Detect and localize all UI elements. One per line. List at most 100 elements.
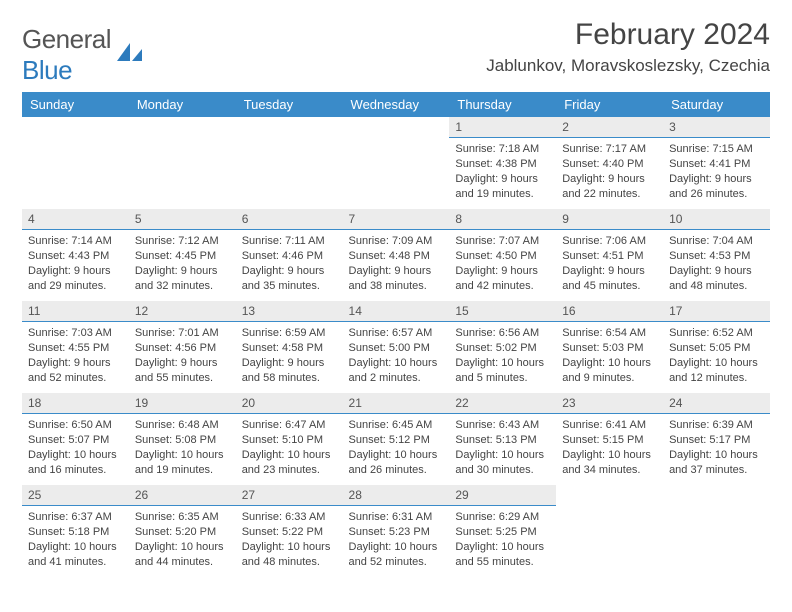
sunset-text: Sunset: 5:15 PM: [562, 433, 657, 448]
calendar-cell: 28Sunrise: 6:31 AMSunset: 5:23 PMDayligh…: [343, 485, 450, 577]
day-number: 19: [129, 393, 236, 414]
day-number: 14: [343, 301, 450, 322]
day-number: 1: [449, 117, 556, 138]
day-number: 10: [663, 209, 770, 230]
daylight-text: Daylight: 9 hours and 58 minutes.: [242, 356, 337, 386]
sunrise-text: Sunrise: 7:18 AM: [455, 142, 550, 157]
page-title: February 2024: [486, 18, 770, 52]
day-number: 18: [22, 393, 129, 414]
daylight-text: Daylight: 10 hours and 55 minutes.: [455, 540, 550, 570]
daylight-text: Daylight: 10 hours and 52 minutes.: [349, 540, 444, 570]
sunset-text: Sunset: 4:55 PM: [28, 341, 123, 356]
daylight-text: Daylight: 9 hours and 32 minutes.: [135, 264, 230, 294]
calendar-cell: 17Sunrise: 6:52 AMSunset: 5:05 PMDayligh…: [663, 301, 770, 393]
daylight-text: Daylight: 9 hours and 42 minutes.: [455, 264, 550, 294]
calendar-table: SundayMondayTuesdayWednesdayThursdayFrid…: [22, 92, 770, 577]
sunset-text: Sunset: 5:12 PM: [349, 433, 444, 448]
calendar-cell: 16Sunrise: 6:54 AMSunset: 5:03 PMDayligh…: [556, 301, 663, 393]
calendar-cell: 9Sunrise: 7:06 AMSunset: 4:51 PMDaylight…: [556, 209, 663, 301]
day-body: Sunrise: 7:06 AMSunset: 4:51 PMDaylight:…: [556, 230, 663, 295]
sunrise-text: Sunrise: 6:47 AM: [242, 418, 337, 433]
day-number: 25: [22, 485, 129, 506]
day-header: Saturday: [663, 92, 770, 117]
sunset-text: Sunset: 4:40 PM: [562, 157, 657, 172]
day-number: 8: [449, 209, 556, 230]
day-body: Sunrise: 6:31 AMSunset: 5:23 PMDaylight:…: [343, 506, 450, 571]
day-body: Sunrise: 7:07 AMSunset: 4:50 PMDaylight:…: [449, 230, 556, 295]
sunrise-text: Sunrise: 6:45 AM: [349, 418, 444, 433]
daylight-text: Daylight: 10 hours and 41 minutes.: [28, 540, 123, 570]
table-row: 11Sunrise: 7:03 AMSunset: 4:55 PMDayligh…: [22, 301, 770, 393]
daylight-text: Daylight: 9 hours and 35 minutes.: [242, 264, 337, 294]
calendar-head: SundayMondayTuesdayWednesdayThursdayFrid…: [22, 92, 770, 117]
day-number: 13: [236, 301, 343, 322]
daylight-text: Daylight: 9 hours and 38 minutes.: [349, 264, 444, 294]
day-body: Sunrise: 6:48 AMSunset: 5:08 PMDaylight:…: [129, 414, 236, 479]
day-body: Sunrise: 7:14 AMSunset: 4:43 PMDaylight:…: [22, 230, 129, 295]
calendar-cell: 4Sunrise: 7:14 AMSunset: 4:43 PMDaylight…: [22, 209, 129, 301]
table-row: 1Sunrise: 7:18 AMSunset: 4:38 PMDaylight…: [22, 117, 770, 209]
day-number: 23: [556, 393, 663, 414]
calendar-body: 1Sunrise: 7:18 AMSunset: 4:38 PMDaylight…: [22, 117, 770, 577]
sunrise-text: Sunrise: 6:57 AM: [349, 326, 444, 341]
sunset-text: Sunset: 4:58 PM: [242, 341, 337, 356]
calendar-cell: [343, 117, 450, 209]
day-body: Sunrise: 6:33 AMSunset: 5:22 PMDaylight:…: [236, 506, 343, 571]
day-body: Sunrise: 7:03 AMSunset: 4:55 PMDaylight:…: [22, 322, 129, 387]
calendar-cell: 19Sunrise: 6:48 AMSunset: 5:08 PMDayligh…: [129, 393, 236, 485]
daylight-text: Daylight: 9 hours and 26 minutes.: [669, 172, 764, 202]
sunset-text: Sunset: 5:17 PM: [669, 433, 764, 448]
sunset-text: Sunset: 4:53 PM: [669, 249, 764, 264]
sunrise-text: Sunrise: 7:11 AM: [242, 234, 337, 249]
calendar-cell: 15Sunrise: 6:56 AMSunset: 5:02 PMDayligh…: [449, 301, 556, 393]
day-number: 6: [236, 209, 343, 230]
calendar-cell: 26Sunrise: 6:35 AMSunset: 5:20 PMDayligh…: [129, 485, 236, 577]
day-body: Sunrise: 7:09 AMSunset: 4:48 PMDaylight:…: [343, 230, 450, 295]
calendar-cell: 29Sunrise: 6:29 AMSunset: 5:25 PMDayligh…: [449, 485, 556, 577]
sunset-text: Sunset: 4:38 PM: [455, 157, 550, 172]
calendar-cell: 25Sunrise: 6:37 AMSunset: 5:18 PMDayligh…: [22, 485, 129, 577]
sunset-text: Sunset: 5:10 PM: [242, 433, 337, 448]
sunrise-text: Sunrise: 6:41 AM: [562, 418, 657, 433]
calendar-cell: 3Sunrise: 7:15 AMSunset: 4:41 PMDaylight…: [663, 117, 770, 209]
day-number: 27: [236, 485, 343, 506]
sunrise-text: Sunrise: 7:14 AM: [28, 234, 123, 249]
sunset-text: Sunset: 5:02 PM: [455, 341, 550, 356]
daylight-text: Daylight: 10 hours and 26 minutes.: [349, 448, 444, 478]
day-body: Sunrise: 7:18 AMSunset: 4:38 PMDaylight:…: [449, 138, 556, 203]
brand-text-a: General: [22, 24, 111, 54]
day-number: 12: [129, 301, 236, 322]
location-text: Jablunkov, Moravskoslezsky, Czechia: [486, 56, 770, 76]
header: General Blue February 2024 Jablunkov, Mo…: [22, 18, 770, 86]
daylight-text: Daylight: 10 hours and 2 minutes.: [349, 356, 444, 386]
calendar-cell: 27Sunrise: 6:33 AMSunset: 5:22 PMDayligh…: [236, 485, 343, 577]
table-row: 25Sunrise: 6:37 AMSunset: 5:18 PMDayligh…: [22, 485, 770, 577]
day-number: 7: [343, 209, 450, 230]
calendar-cell: 10Sunrise: 7:04 AMSunset: 4:53 PMDayligh…: [663, 209, 770, 301]
sunset-text: Sunset: 5:22 PM: [242, 525, 337, 540]
day-header: Thursday: [449, 92, 556, 117]
table-row: 4Sunrise: 7:14 AMSunset: 4:43 PMDaylight…: [22, 209, 770, 301]
sunrise-text: Sunrise: 7:01 AM: [135, 326, 230, 341]
sunset-text: Sunset: 5:00 PM: [349, 341, 444, 356]
daylight-text: Daylight: 10 hours and 23 minutes.: [242, 448, 337, 478]
calendar-cell: 18Sunrise: 6:50 AMSunset: 5:07 PMDayligh…: [22, 393, 129, 485]
day-number: 28: [343, 485, 450, 506]
day-number: 3: [663, 117, 770, 138]
sunset-text: Sunset: 4:50 PM: [455, 249, 550, 264]
sunrise-text: Sunrise: 6:56 AM: [455, 326, 550, 341]
daylight-text: Daylight: 9 hours and 55 minutes.: [135, 356, 230, 386]
day-number: 20: [236, 393, 343, 414]
sunrise-text: Sunrise: 6:59 AM: [242, 326, 337, 341]
day-number: 26: [129, 485, 236, 506]
day-body: Sunrise: 6:57 AMSunset: 5:00 PMDaylight:…: [343, 322, 450, 387]
title-block: February 2024 Jablunkov, Moravskoslezsky…: [486, 18, 770, 80]
calendar-cell: [129, 117, 236, 209]
day-header: Tuesday: [236, 92, 343, 117]
day-body: Sunrise: 6:45 AMSunset: 5:12 PMDaylight:…: [343, 414, 450, 479]
sunrise-text: Sunrise: 6:48 AM: [135, 418, 230, 433]
day-body: Sunrise: 6:50 AMSunset: 5:07 PMDaylight:…: [22, 414, 129, 479]
calendar-cell: 14Sunrise: 6:57 AMSunset: 5:00 PMDayligh…: [343, 301, 450, 393]
sunset-text: Sunset: 5:03 PM: [562, 341, 657, 356]
daylight-text: Daylight: 9 hours and 45 minutes.: [562, 264, 657, 294]
